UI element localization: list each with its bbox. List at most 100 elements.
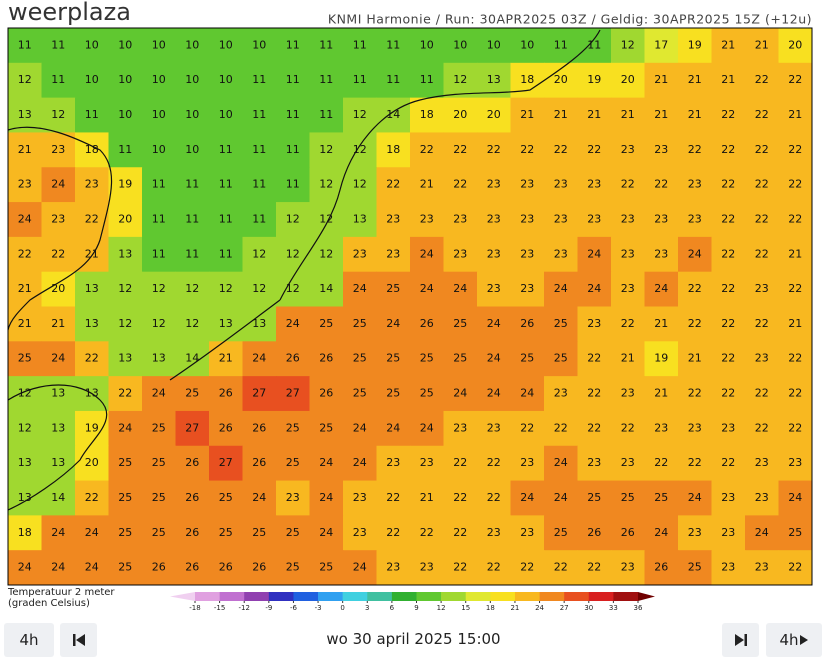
temp-label: 11 (252, 212, 266, 225)
temp-cell (41, 132, 76, 168)
temp-cell (209, 202, 243, 238)
step-forward-button[interactable]: 4h (766, 623, 822, 657)
temp-cell (510, 376, 545, 412)
last-button[interactable] (722, 623, 759, 657)
temp-cell (544, 132, 578, 168)
temp-cell (309, 202, 344, 238)
temp-label: 23 (587, 178, 601, 191)
temp-cell (510, 97, 545, 133)
temp-label: 21 (219, 352, 233, 365)
temp-label: 23 (420, 561, 434, 574)
temp-label: 25 (621, 491, 635, 504)
temp-cell (678, 515, 712, 551)
temp-cell (410, 62, 444, 99)
temp-label: 26 (185, 456, 199, 469)
temp-cell (276, 376, 310, 412)
temp-cell (108, 167, 143, 203)
temp-label: 23 (621, 561, 635, 574)
temp-label: 21 (721, 38, 735, 51)
temp-cell (41, 62, 76, 99)
temp-label: 25 (286, 421, 300, 434)
temp-cell (142, 515, 176, 551)
temp-label: 22 (386, 178, 400, 191)
temp-label: 22 (755, 212, 769, 225)
temp-cell (209, 97, 243, 133)
temp-cell (41, 410, 76, 447)
colorbar-tick-label: 15 (461, 604, 470, 612)
temp-cell (577, 28, 612, 64)
temp-label: 11 (286, 38, 300, 51)
temp-cell (376, 202, 411, 238)
temp-label: 12 (319, 178, 333, 191)
temp-cell (209, 550, 243, 586)
temp-label: 22 (453, 178, 467, 191)
temp-cell (142, 410, 176, 447)
temp-label: 12 (353, 143, 367, 156)
temp-label: 24 (654, 282, 668, 295)
coastlines (7, 29, 601, 511)
temp-label: 23 (520, 456, 534, 469)
temp-cell (75, 28, 109, 64)
temp-label: 22 (788, 387, 802, 400)
temp-cell (8, 550, 42, 586)
temp-label: 20 (788, 38, 802, 51)
temp-cell (376, 550, 411, 586)
temp-label: 25 (453, 317, 467, 330)
temp-cell (209, 132, 243, 168)
temp-cell (778, 480, 813, 516)
temp-label: 23 (51, 212, 65, 225)
temp-label: 22 (453, 456, 467, 469)
temp-cell (778, 202, 813, 238)
temp-label: 11 (252, 108, 266, 121)
temp-label: 21 (85, 247, 99, 260)
temp-cell (376, 62, 411, 99)
temp-label: 22 (688, 282, 702, 295)
temp-label: 12 (286, 212, 300, 225)
temp-cell (309, 445, 344, 482)
temp-label: 11 (18, 38, 32, 51)
colorbar-segment (268, 592, 294, 601)
temp-label: 12 (319, 247, 333, 260)
temp-label: 25 (420, 387, 434, 400)
temp-label: 21 (420, 491, 434, 504)
temp-cell (577, 515, 612, 551)
temp-label: 25 (18, 352, 32, 365)
temp-cell (611, 62, 645, 99)
temp-cell (410, 236, 444, 273)
temp-label: 22 (554, 421, 568, 434)
temp-cell (711, 236, 746, 273)
first-icon (72, 634, 85, 646)
temp-label: 22 (386, 526, 400, 539)
colorbar-tick-label: -15 (214, 604, 225, 612)
temp-cell (644, 97, 679, 133)
temp-cell (41, 445, 76, 482)
temp-cell (544, 515, 578, 551)
temp-cell (778, 271, 813, 307)
temp-label: 22 (755, 421, 769, 434)
temp-cell (376, 341, 411, 377)
temp-cell (8, 62, 42, 99)
temp-label: 24 (453, 282, 467, 295)
temp-label: 22 (487, 143, 501, 156)
colorbar-tick-label: 0 (340, 604, 344, 612)
temp-label: 11 (286, 73, 300, 86)
temp-cell (678, 62, 712, 99)
temp-label: 22 (654, 178, 668, 191)
temp-label: 25 (353, 387, 367, 400)
temp-cell (8, 410, 42, 447)
temp-label: 13 (353, 212, 367, 225)
temp-cell (376, 97, 411, 133)
temp-cell (611, 167, 645, 203)
temp-label: 22 (51, 247, 65, 260)
temp-label: 11 (152, 178, 166, 191)
temp-cell (443, 306, 478, 342)
temp-cell (309, 271, 344, 307)
temp-cell (309, 28, 344, 64)
step-back-button[interactable]: 4h (4, 623, 54, 657)
first-button[interactable] (60, 623, 97, 657)
temp-label: 23 (654, 212, 668, 225)
temp-cell (175, 271, 210, 307)
temp-label: 23 (554, 178, 568, 191)
temp-label: 22 (688, 387, 702, 400)
